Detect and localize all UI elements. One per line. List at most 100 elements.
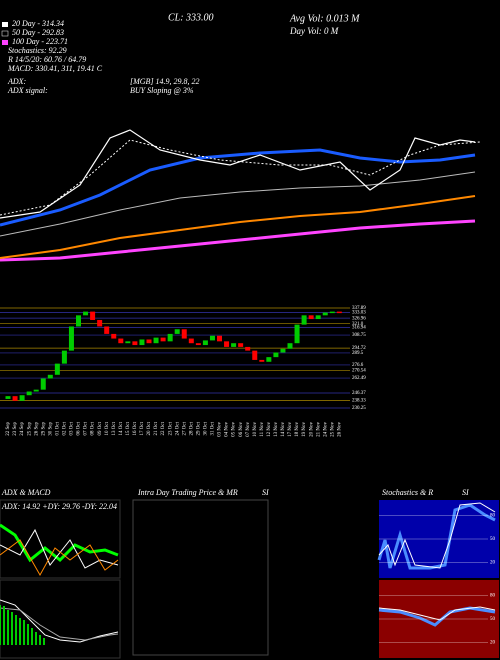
x-tick-label: 30 Sep bbox=[48, 422, 53, 436]
stoch-k bbox=[377, 503, 496, 570]
y-tick-label: 337.89 bbox=[352, 306, 366, 311]
x-tick-label: 18 Nov bbox=[295, 422, 300, 437]
y-tick-label: 262.49 bbox=[352, 376, 366, 381]
candle-body bbox=[287, 343, 293, 349]
candle-body bbox=[47, 374, 53, 379]
x-tick-label: 19 Nov bbox=[302, 422, 307, 437]
candle-body bbox=[26, 391, 32, 396]
adx-label: ADX: bbox=[7, 77, 27, 86]
adx-text: ADX: 14.92 +DY: 29.76 -DY: 22.04 bbox=[1, 502, 117, 511]
x-tick-label: 22 Oct bbox=[161, 421, 166, 435]
candle-body bbox=[329, 311, 335, 314]
candle-body bbox=[5, 396, 11, 399]
swatch bbox=[2, 22, 8, 27]
avg-volume: Avg Vol: 0.013 M bbox=[289, 13, 360, 24]
x-tick-label: 23 Sep bbox=[13, 422, 18, 436]
y-tick-label: 289.5 bbox=[352, 351, 364, 356]
x-tick-label: 25 Sep bbox=[27, 422, 32, 436]
signal-label: ADX signal: bbox=[7, 86, 48, 95]
panel-title: Intra Day Trading Price & MR bbox=[137, 488, 238, 497]
x-tick-label: 24 Sep bbox=[20, 422, 25, 436]
panel-si: SI bbox=[262, 488, 269, 497]
candle-body bbox=[118, 338, 124, 344]
panel-title: ADX & MACD bbox=[1, 488, 51, 497]
candle-body bbox=[111, 333, 117, 339]
y-tick-label: 294.72 bbox=[352, 346, 366, 351]
candle-body bbox=[90, 311, 96, 320]
x-tick-label: 30 Oct bbox=[204, 421, 209, 435]
x-tick-label: 25 Nov bbox=[330, 422, 335, 437]
macd-line bbox=[0, 599, 119, 643]
r-signal bbox=[378, 606, 496, 621]
tick-label: 50 bbox=[490, 537, 496, 542]
signal-value: BUY Sloping @ 3% bbox=[130, 86, 194, 95]
x-tick-label: 22 Sep bbox=[6, 422, 11, 436]
x-tick-label: 29 Sep bbox=[41, 422, 46, 436]
candle-body bbox=[308, 315, 314, 320]
candle-body bbox=[259, 359, 265, 362]
legend-line: 20 Day - 314.34 bbox=[12, 19, 64, 28]
y-tick-label: 230.25 bbox=[352, 406, 366, 411]
candle-body bbox=[40, 378, 46, 390]
panel-frame bbox=[132, 499, 269, 656]
x-tick-label: 14 Oct bbox=[119, 421, 124, 435]
x-tick-label: 26 Sep bbox=[34, 422, 39, 436]
x-tick-label: 02 Oct bbox=[63, 421, 68, 435]
candle-body bbox=[188, 338, 194, 344]
tick-label: 20 bbox=[490, 641, 496, 646]
candle-body bbox=[273, 352, 279, 358]
ma-pink bbox=[0, 219, 476, 262]
day-volume: Day Vol: 0 M bbox=[289, 26, 339, 36]
candle-body bbox=[68, 326, 74, 351]
ma-blue bbox=[0, 148, 476, 227]
y-tick-label: 333.03 bbox=[352, 311, 366, 316]
y-tick-label: 326.96 bbox=[352, 316, 366, 321]
tick-label: 50 bbox=[490, 617, 496, 622]
x-tick-label: 20 Nov bbox=[309, 422, 314, 437]
x-tick-label: 23 Oct bbox=[168, 421, 173, 435]
candle-body bbox=[202, 340, 208, 346]
x-tick-label: 13 Nov bbox=[274, 422, 279, 437]
candle-body bbox=[19, 395, 25, 401]
candle-body bbox=[125, 341, 131, 344]
candle-body bbox=[336, 311, 342, 314]
candle-body bbox=[83, 311, 89, 316]
candle-body bbox=[224, 341, 230, 347]
candle-body bbox=[174, 329, 180, 334]
candle-body bbox=[160, 337, 166, 342]
x-tick-label: 20 Oct bbox=[147, 421, 152, 435]
intraday-panel: Intra Day Trading Price & MR SI bbox=[132, 488, 269, 656]
signal-line bbox=[0, 607, 119, 641]
x-tick-label: 06 Nov bbox=[239, 422, 244, 437]
ma-orange bbox=[0, 195, 476, 259]
x-tick-label: 03 Oct bbox=[70, 421, 75, 435]
candle-body bbox=[61, 350, 67, 364]
x-tick-label: 29 Oct bbox=[196, 421, 201, 435]
x-tick-label: 08 Oct bbox=[91, 421, 96, 435]
x-tick-label: 10 Nov bbox=[253, 422, 258, 437]
candle-body bbox=[195, 343, 201, 346]
legend-line: R 14/5/20: 60.76 / 64.79 bbox=[7, 55, 86, 64]
x-tick-label: 07 Nov bbox=[246, 422, 251, 437]
legend-line: 100 Day - 223.71 bbox=[12, 37, 68, 46]
y-tick-label: 238.33 bbox=[352, 399, 366, 404]
candle-body bbox=[33, 389, 39, 392]
x-tick-label: 17 Nov bbox=[288, 422, 293, 437]
y-tick-label: 308.75 bbox=[352, 333, 366, 338]
candle-body bbox=[97, 319, 103, 327]
ma-grey bbox=[0, 171, 476, 237]
y-tick-label: 246.37 bbox=[352, 391, 366, 396]
legend-line: MACD: 330.41, 311, 19.41 C bbox=[7, 64, 103, 73]
candle-body bbox=[181, 329, 187, 339]
candle-body bbox=[54, 363, 60, 375]
x-tick-label: 03 Nov bbox=[218, 422, 223, 437]
header: 20 Day - 314.34 50 Day - 292.83 100 Day … bbox=[1, 12, 360, 95]
x-tick-label: 31 Oct bbox=[211, 421, 216, 435]
candle-body bbox=[245, 346, 251, 351]
x-tick-label: 24 Nov bbox=[323, 422, 328, 437]
panel-title: Stochastics & R bbox=[382, 488, 433, 497]
adx-line bbox=[0, 523, 119, 563]
x-tick-label: 15 Oct bbox=[126, 421, 131, 435]
candle-body bbox=[252, 350, 258, 360]
